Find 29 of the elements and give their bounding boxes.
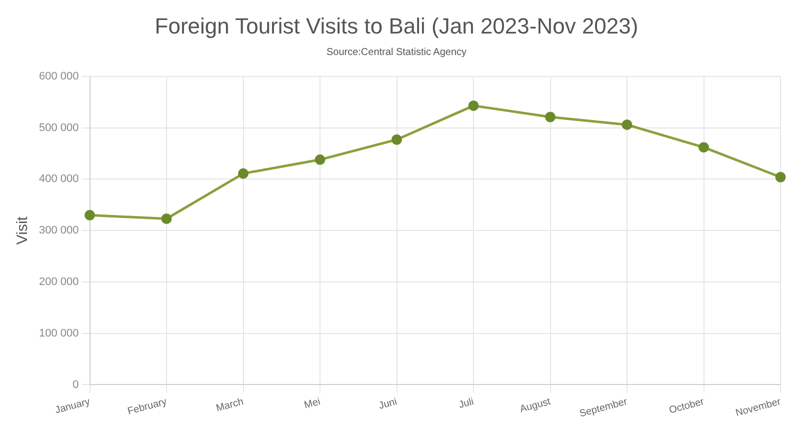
point (238, 168, 249, 179)
y-tick-label: 600 000 (38, 70, 79, 82)
x-tick-label: January (54, 396, 92, 416)
x-tick-label: February (126, 396, 168, 418)
x-tick-label: Juni (378, 396, 398, 412)
point (314, 154, 326, 165)
chart-title: Foreign Tourist Visits to Bali (Jan 2023-Nov 2023) (154, 13, 638, 38)
y-axis-title: Visit (14, 216, 32, 245)
point (84, 210, 96, 220)
y-tick-label: 0 (72, 378, 79, 391)
x-tick-label: March (215, 396, 245, 414)
point (468, 100, 479, 111)
point (161, 214, 172, 224)
x-tick-label: October (668, 396, 706, 416)
y-tick-label: 200 000 (38, 276, 79, 288)
x-tick-label: August (518, 396, 552, 416)
point (392, 134, 402, 145)
x-tick-label: November (734, 396, 783, 420)
point (775, 172, 786, 182)
point (545, 112, 556, 122)
y-tick-label: 500 000 (38, 122, 79, 134)
x-tick-label: Juli (458, 396, 475, 411)
y-tick-label: 100 000 (38, 327, 79, 340)
chart-subtitle: Source:Central Statistic Agency (326, 47, 467, 58)
point (622, 119, 632, 130)
y-tick-label: 400 000 (38, 173, 79, 186)
y-tick-label: 300 000 (38, 224, 79, 237)
point (698, 142, 709, 153)
x-tick-label: Mei (303, 396, 322, 412)
